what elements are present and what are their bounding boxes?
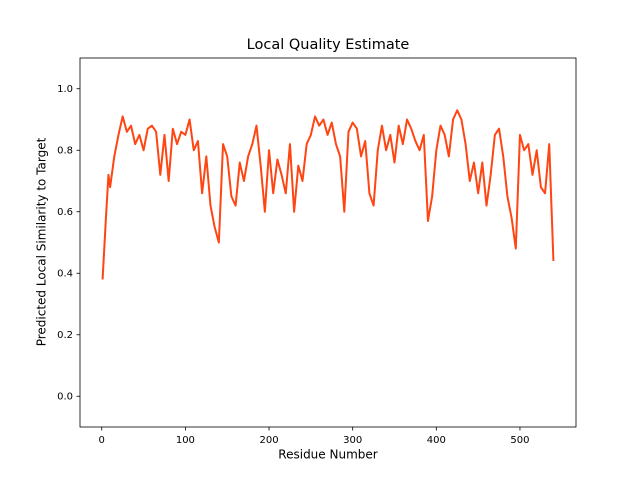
y-tick-label: 0.2 bbox=[57, 330, 73, 341]
x-tick-label: 400 bbox=[427, 435, 446, 446]
y-tick-label: 0.8 bbox=[57, 145, 73, 156]
x-tick-label: 300 bbox=[343, 435, 362, 446]
x-tick-label: 500 bbox=[510, 435, 529, 446]
y-tick-label: 0.6 bbox=[57, 207, 73, 218]
plot-frame bbox=[79, 57, 577, 428]
x-tick-label: 0 bbox=[99, 435, 105, 446]
x-axis-label: Residue Number bbox=[278, 448, 377, 462]
x-tick-label: 100 bbox=[176, 435, 195, 446]
y-tick-label: 0.4 bbox=[57, 268, 73, 279]
x-tick-label: 200 bbox=[259, 435, 278, 446]
y-axis-label: Predicted Local Similarity to Target bbox=[35, 137, 49, 346]
y-tick-label: 0.0 bbox=[57, 391, 73, 402]
data-line bbox=[101, 109, 555, 280]
chart-title: Local Quality Estimate bbox=[247, 37, 410, 53]
y-tick-label: 1.0 bbox=[57, 84, 73, 95]
